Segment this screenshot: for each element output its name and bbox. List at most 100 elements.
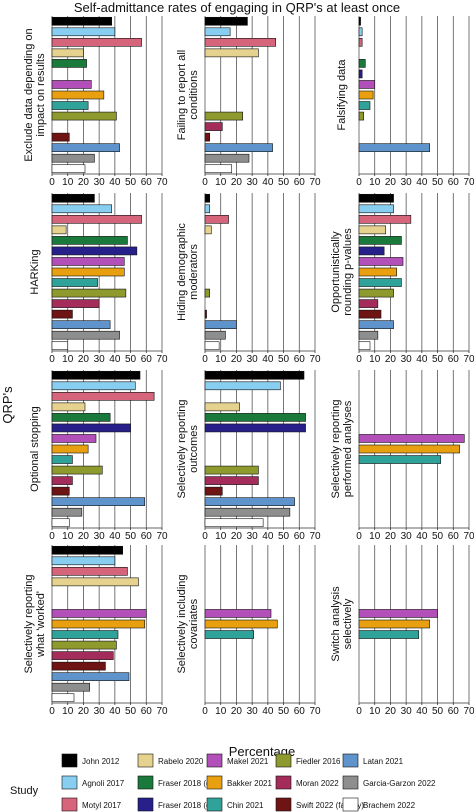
legend-item: Garcia-Garzon 2022 xyxy=(342,775,436,790)
tick-label: 20 xyxy=(78,531,90,542)
legend-swatch xyxy=(206,753,223,768)
tick-label: 0 xyxy=(356,706,362,717)
panel-2: 0 10 20 30 40 50 60 70 Failing to report allcond… xyxy=(176,16,321,188)
tick-label: 60 xyxy=(141,354,153,365)
bar-chin-2021 xyxy=(358,455,442,464)
tick-label: 60 xyxy=(141,177,153,188)
panel-5: 0 10 20 30 40 50 60 70 Hiding demographicmoderat… xyxy=(176,193,321,365)
panel-4: 0 10 20 30 40 50 60 70 HARKing xyxy=(29,193,168,365)
legend-item: Brachem 2022 xyxy=(342,797,416,812)
bar-fraser-2018-eco- xyxy=(51,413,111,422)
bar-chin-2021 xyxy=(51,455,73,464)
legend-item: Bakker 2021 xyxy=(206,775,272,790)
tick-label: 70 xyxy=(156,531,168,542)
bar-agnoli-2017 xyxy=(204,27,231,37)
bar-latan-2021 xyxy=(358,320,394,329)
bar-agnoli-2017 xyxy=(51,204,113,214)
legend-label: Garcia-Garzon 2022 xyxy=(363,779,436,788)
bar-motyl-2017 xyxy=(204,38,277,47)
tick-label: 0 xyxy=(49,354,55,365)
bar-makel-2021 xyxy=(358,80,376,89)
tick-label: 20 xyxy=(385,354,397,365)
tick-label: 30 xyxy=(247,531,259,542)
legend-label: Chin 2021 xyxy=(227,801,264,810)
bar-motyl-2017 xyxy=(358,215,412,224)
bar-swift-2022-faculty- xyxy=(51,486,70,496)
legend-swatch xyxy=(61,775,78,790)
bar-chin-2021 xyxy=(51,278,98,287)
tick-label: 20 xyxy=(231,177,243,188)
bar-rabelo-2020 xyxy=(51,225,67,235)
tick-label: 70 xyxy=(463,531,474,542)
panel-10: 0 10 20 30 40 50 60 70 Selectively reportingwhat… xyxy=(23,545,168,717)
bar-fraser-2018-eco- xyxy=(51,236,128,245)
bar-motyl-2017 xyxy=(204,215,229,224)
legend-swatch xyxy=(137,797,154,812)
bar-john-2012 xyxy=(358,16,361,26)
bar-makel-2021 xyxy=(51,434,97,443)
tick-label: 70 xyxy=(309,354,321,365)
tick-label: 10 xyxy=(369,177,381,188)
tick-label: 0 xyxy=(202,706,208,717)
legend-swatch xyxy=(342,797,359,812)
bar-garcia-garzon-2022 xyxy=(204,330,226,340)
tick-label: 70 xyxy=(309,706,321,717)
panel-label: Selectively includingcovariates xyxy=(176,574,200,673)
tick-label: 40 xyxy=(109,706,121,717)
panel-6: 0 10 20 30 40 50 60 70 Opportunisticallyrounding… xyxy=(330,193,474,365)
tick-label: 50 xyxy=(432,706,444,717)
bar-john-2012 xyxy=(51,193,95,203)
tick-label: 30 xyxy=(401,177,413,188)
panel-label: Optional stopping xyxy=(29,406,41,492)
bar-fiedler-2016 xyxy=(204,111,244,121)
legend-item: Moran 2022 xyxy=(275,775,339,790)
tick-label: 40 xyxy=(109,354,121,365)
tick-label: 0 xyxy=(356,531,362,542)
bar-latan-2021 xyxy=(51,497,146,506)
tick-label: 70 xyxy=(309,531,321,542)
bar-garcia-garzon-2022 xyxy=(204,153,250,163)
bar-latan-2021 xyxy=(204,320,237,329)
bar-fraser-2018-evo- xyxy=(358,69,363,79)
bar-fraser-2018-evo- xyxy=(204,423,306,433)
tick-label: 10 xyxy=(62,177,74,188)
tick-label: 10 xyxy=(62,531,74,542)
legend-swatch xyxy=(275,753,292,768)
bar-motyl-2017 xyxy=(51,392,155,401)
tick-label: 50 xyxy=(278,531,290,542)
panel-3: 0 10 20 30 40 50 60 70 Falsifying data xyxy=(336,16,474,188)
bar-fraser-2018-eco- xyxy=(358,59,366,68)
tick-label: 10 xyxy=(62,706,74,717)
bar-agnoli-2017 xyxy=(204,381,281,391)
bar-chin-2021 xyxy=(51,101,89,110)
bar-bakker-2021 xyxy=(51,90,105,100)
tick-label: 30 xyxy=(247,177,259,188)
bar-fraser-2018-eco- xyxy=(358,236,402,245)
legend-label: Fraser 2018 (eco) xyxy=(158,779,222,788)
panel-label: Selectively reportingwhat 'worked' xyxy=(23,574,47,673)
tick-label: 40 xyxy=(416,354,428,365)
tick-label: 20 xyxy=(78,177,90,188)
legend-item: Fraser 2018 (eco) xyxy=(137,775,222,790)
bar-bakker-2021 xyxy=(204,619,278,629)
bar-fraser-2018-eco- xyxy=(51,59,87,68)
panel-9: 0 10 20 30 40 50 60 70 Selectively reportingperf… xyxy=(330,370,474,542)
bar-rabelo-2020 xyxy=(51,402,86,412)
tick-label: 40 xyxy=(262,706,274,717)
tick-label: 0 xyxy=(49,177,55,188)
panel-1: 0 10 20 30 40 50 60 70 Exclude data depending on… xyxy=(23,16,168,188)
legend-label: Moran 2022 xyxy=(296,779,339,788)
bar-fraser-2018-eco- xyxy=(204,413,306,422)
tick-label: 40 xyxy=(416,531,428,542)
legend-label: Swift 2022 (faculty) xyxy=(296,801,364,810)
bar-agnoli-2017 xyxy=(51,27,116,37)
bar-agnoli-2017 xyxy=(51,556,116,566)
bar-moran-2022 xyxy=(358,299,379,308)
tick-label: 20 xyxy=(231,354,243,365)
tick-label: 20 xyxy=(231,706,243,717)
bar-brachem-2022 xyxy=(51,518,70,528)
bar-chin-2021 xyxy=(358,101,371,110)
tick-label: 30 xyxy=(247,706,259,717)
tick-label: 10 xyxy=(215,354,227,365)
tick-label: 20 xyxy=(385,531,397,542)
